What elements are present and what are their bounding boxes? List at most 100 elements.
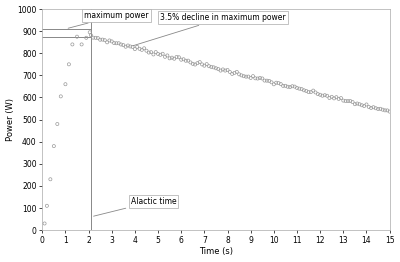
Point xyxy=(312,90,319,95)
Point xyxy=(199,62,205,67)
Point xyxy=(102,38,108,42)
Point xyxy=(282,84,289,88)
Point xyxy=(363,102,370,107)
Point xyxy=(160,52,166,56)
Point xyxy=(266,79,272,83)
Point xyxy=(192,62,198,67)
Point xyxy=(340,99,346,103)
Point xyxy=(349,100,356,104)
Point xyxy=(116,41,122,45)
Point xyxy=(166,56,173,61)
Point xyxy=(352,102,358,106)
Point xyxy=(122,45,129,49)
Point xyxy=(185,59,191,63)
Point xyxy=(377,107,384,111)
Point xyxy=(238,73,245,78)
Point xyxy=(152,50,159,54)
Point xyxy=(113,41,120,45)
Point xyxy=(120,43,126,47)
Point xyxy=(125,43,131,48)
Point xyxy=(315,92,321,96)
Point xyxy=(245,74,252,79)
Point xyxy=(190,62,196,66)
Point xyxy=(194,61,201,65)
Point xyxy=(51,144,57,148)
Point xyxy=(250,74,256,78)
Point xyxy=(287,85,293,89)
Y-axis label: Power (W): Power (W) xyxy=(6,98,14,141)
Point xyxy=(88,33,94,37)
Point xyxy=(345,99,351,103)
Point xyxy=(58,94,64,99)
Point xyxy=(171,57,178,61)
Point xyxy=(183,59,189,63)
Point xyxy=(169,56,175,60)
Point xyxy=(106,38,113,42)
Point xyxy=(220,67,226,72)
Point xyxy=(201,64,208,68)
Point xyxy=(268,80,275,84)
Point xyxy=(148,50,154,54)
Point xyxy=(271,82,277,86)
Point xyxy=(95,36,101,40)
Point xyxy=(326,96,333,100)
Point xyxy=(243,75,249,79)
Point xyxy=(118,42,124,47)
Text: Alactic time: Alactic time xyxy=(94,197,176,216)
Point xyxy=(303,89,310,93)
Point xyxy=(78,42,85,47)
Point xyxy=(178,58,184,62)
Point xyxy=(134,45,140,49)
Point xyxy=(173,55,180,59)
Point xyxy=(240,74,247,78)
Point xyxy=(44,204,50,208)
Text: 3.5% decline in maximum power: 3.5% decline in maximum power xyxy=(133,13,286,46)
Point xyxy=(86,30,93,34)
Point xyxy=(92,36,99,40)
Point xyxy=(187,60,194,64)
Point xyxy=(180,57,187,61)
Point xyxy=(375,107,381,111)
Point xyxy=(127,44,134,48)
Point xyxy=(368,106,374,110)
Point xyxy=(298,87,305,91)
Point xyxy=(136,47,143,51)
Point xyxy=(108,39,115,43)
Point xyxy=(275,81,282,85)
Point xyxy=(54,122,60,126)
Point xyxy=(234,70,240,74)
Point xyxy=(90,36,96,40)
Point xyxy=(292,85,298,89)
Point xyxy=(380,108,386,112)
Point xyxy=(41,221,48,226)
Point xyxy=(333,95,340,99)
Point xyxy=(322,93,328,97)
Point xyxy=(342,99,349,103)
Point xyxy=(264,79,270,83)
Point xyxy=(296,86,302,91)
Point xyxy=(305,90,312,94)
Point xyxy=(273,81,279,85)
Point xyxy=(382,108,388,112)
Point xyxy=(157,53,164,57)
Point xyxy=(139,48,145,52)
Point xyxy=(386,110,393,114)
Point xyxy=(231,71,238,75)
Point xyxy=(227,70,233,74)
Point xyxy=(47,177,54,181)
Point xyxy=(141,46,147,50)
Point xyxy=(229,72,235,76)
Point xyxy=(257,76,263,80)
Point xyxy=(338,96,344,100)
Point xyxy=(129,45,136,49)
Point xyxy=(319,94,326,98)
Point xyxy=(196,60,203,64)
Point xyxy=(328,95,335,99)
Point xyxy=(278,82,284,86)
Point xyxy=(132,47,138,51)
Point xyxy=(347,99,354,103)
Point xyxy=(150,52,157,57)
Point xyxy=(366,105,372,109)
Point xyxy=(384,108,390,112)
Point xyxy=(222,68,228,73)
